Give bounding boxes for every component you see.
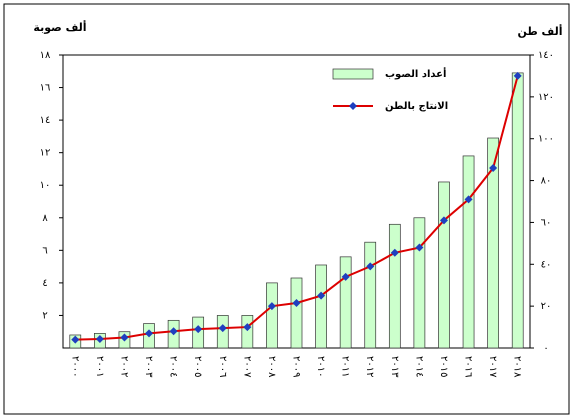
x-tick-label: ٢٠١٦: [463, 356, 474, 377]
point: [439, 216, 448, 225]
y-tick-label: ١٦: [40, 83, 51, 94]
bar: [413, 217, 426, 349]
frame: [3, 3, 570, 415]
bar: [388, 223, 401, 349]
x-tick-label: ٢٠١٠: [315, 356, 326, 377]
point: [120, 333, 129, 342]
legend-label: أعداد الصوب: [385, 67, 446, 80]
point: [267, 302, 276, 311]
y2-tick-label: ٦٠: [541, 217, 552, 228]
point: [390, 248, 399, 257]
point: [218, 324, 227, 333]
x-tick-label: ٢٠٠٧: [241, 356, 252, 378]
y-tick-label: ٨: [42, 213, 48, 224]
y2-tick-label: ١٢٠: [538, 92, 554, 103]
y2-tick-label: ١٤٠: [538, 50, 554, 61]
y2-tick-label: ٢٠: [541, 301, 552, 312]
y-tick-label: ١٤: [40, 115, 51, 126]
y2-tick-label: ٨٠: [541, 176, 552, 187]
bar: [438, 181, 450, 349]
point: [169, 327, 178, 336]
x-tick-label: ٢٠١٤: [413, 356, 424, 377]
point: [366, 262, 375, 271]
point: [341, 272, 350, 281]
x-tick-label: ٢٠٠٨: [266, 356, 277, 378]
bar: [339, 256, 352, 349]
x-tick-label: ٢٠٠٤: [168, 356, 179, 377]
x-tick-label: ٢٠١٧: [487, 356, 498, 378]
legend-marker: [349, 102, 357, 110]
bar: [241, 315, 254, 349]
point: [194, 325, 203, 334]
x-tick-label: ٢٠٠٣: [143, 356, 154, 378]
y-tick-label: ١٨: [40, 50, 51, 61]
point: [243, 323, 252, 332]
x-tick-label: ٢٠١٥: [438, 356, 449, 377]
point: [489, 164, 498, 173]
bar: [364, 241, 377, 349]
bar: [315, 264, 327, 349]
bar: [462, 155, 475, 349]
bar: [290, 277, 303, 349]
x-tick-label: ٢٠٠٦: [217, 356, 228, 377]
y-tick-label: ١٠: [40, 180, 51, 191]
y-tick-label: ٦: [42, 245, 47, 256]
legend-label: الانتاج بالطن: [385, 101, 448, 112]
point: [513, 71, 522, 80]
point: [464, 195, 473, 204]
x-tick-label: ٢٠١٣: [389, 356, 400, 378]
x-tick-label: ٢٠٠٢: [118, 356, 129, 377]
point: [95, 335, 104, 344]
x-tick-label: ٢٠١١: [340, 356, 351, 377]
x-tick-label: ٢٠٠٩: [291, 356, 302, 377]
bar: [266, 282, 278, 349]
y2-tick-label: ٤٠: [541, 259, 552, 270]
point: [317, 291, 326, 300]
bar: [511, 72, 524, 349]
point: [415, 243, 424, 252]
x-tick-label: ٢٠٠١: [94, 356, 105, 377]
x-tick-label: ٢٠١٢: [364, 356, 375, 377]
y2-tick-label: ١٠٠: [538, 134, 554, 145]
y-axis-title: ألف صوبة: [33, 20, 86, 34]
y2-axis-title: ألف طن: [517, 24, 562, 38]
x-tick-label: ٢٠٠٠: [69, 356, 80, 377]
x-tick-label: ٢٠١٨: [512, 356, 523, 378]
point: [71, 335, 80, 344]
point: [145, 329, 154, 338]
y-tick-label: ١٢: [40, 148, 51, 159]
bar: [487, 137, 499, 349]
legend-swatch: [332, 68, 374, 80]
y2-tick-label: ٠: [543, 343, 548, 354]
x-tick-label: ٢٠٠٥: [192, 356, 203, 377]
point: [292, 299, 301, 308]
y-tick-label: ٤: [42, 278, 47, 289]
y-tick-label: ٢: [42, 310, 47, 321]
